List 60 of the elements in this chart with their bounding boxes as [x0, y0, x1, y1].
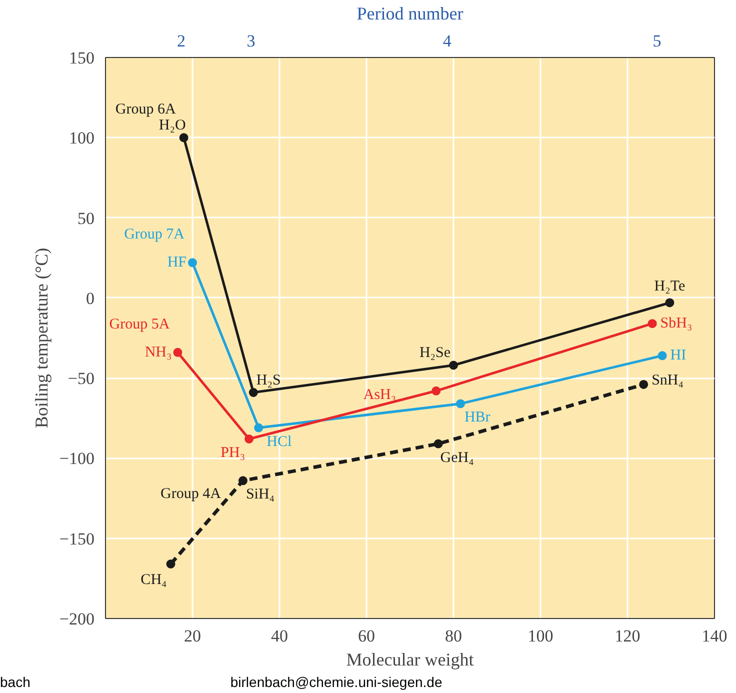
text: bach	[0, 674, 30, 690]
x2-axis-title: Period number	[356, 4, 464, 24]
annotation: H₂O	[158, 118, 186, 134]
point	[254, 423, 264, 432]
x-axis-title: Molecular weight	[346, 650, 474, 670]
point	[648, 319, 657, 328]
text: 2	[176, 32, 186, 50]
series-label: Group 5A	[109, 316, 170, 332]
annotation: SiH₄	[246, 486, 275, 503]
y-tick-label: −150	[59, 529, 95, 548]
x-tick-label: 80	[445, 626, 462, 646]
text: birlenbach@chemie.uni-siegen.de	[230, 674, 442, 690]
annotation: AsH₃	[363, 386, 396, 403]
annotation: H₂Se	[419, 345, 451, 362]
series-label: Group 4A	[160, 486, 222, 502]
x-tick-label: 120	[614, 626, 640, 646]
annotation: H₂Te	[654, 278, 686, 295]
x-tick-label: 60	[358, 626, 375, 646]
series-label: Group 6A	[115, 102, 176, 118]
y-tick-label: 50	[78, 208, 94, 228]
point	[179, 133, 188, 142]
point	[665, 298, 674, 308]
text: 4	[442, 32, 452, 50]
point	[244, 434, 254, 444]
y-tick-label: −200	[59, 610, 95, 628]
point	[166, 560, 176, 568]
point	[658, 351, 667, 360]
point	[449, 360, 458, 370]
x-tick-label: 140	[702, 626, 728, 646]
annotation: CH₄	[140, 572, 167, 588]
y-axis-title: Boiling temperature (°C)	[31, 248, 52, 428]
annotation: PH₃	[220, 444, 246, 461]
x-tick-label: 20	[184, 626, 201, 646]
annotation: H₂S	[256, 372, 281, 388]
annotation: HBr	[464, 410, 490, 426]
point	[248, 388, 258, 397]
y-tick-label: 100	[69, 128, 94, 148]
point	[432, 386, 441, 396]
point	[434, 439, 443, 448]
point	[238, 476, 248, 486]
annotation: SbH₃	[660, 316, 692, 332]
series-label: Group 7A	[124, 226, 185, 243]
annotation: HCl	[266, 434, 292, 450]
annotation: SnH₄	[652, 372, 684, 388]
annotation: NH₃	[144, 344, 172, 360]
annotation: HI	[670, 348, 686, 364]
y-tick-label: 150	[69, 48, 94, 68]
y-tick-label: 0	[86, 288, 94, 308]
x-tick-label: 100	[528, 626, 554, 646]
annotation: HF	[167, 254, 187, 271]
point	[639, 380, 648, 389]
annotation: GeH₄	[440, 450, 474, 466]
y-tick-label: −100	[59, 449, 95, 468]
text: 5	[652, 32, 662, 50]
text: 3	[246, 32, 256, 50]
point	[188, 258, 197, 268]
y-tick-label: −50	[68, 369, 95, 388]
point	[456, 399, 465, 408]
point	[173, 348, 182, 357]
x-tick-label: 40	[271, 626, 288, 646]
